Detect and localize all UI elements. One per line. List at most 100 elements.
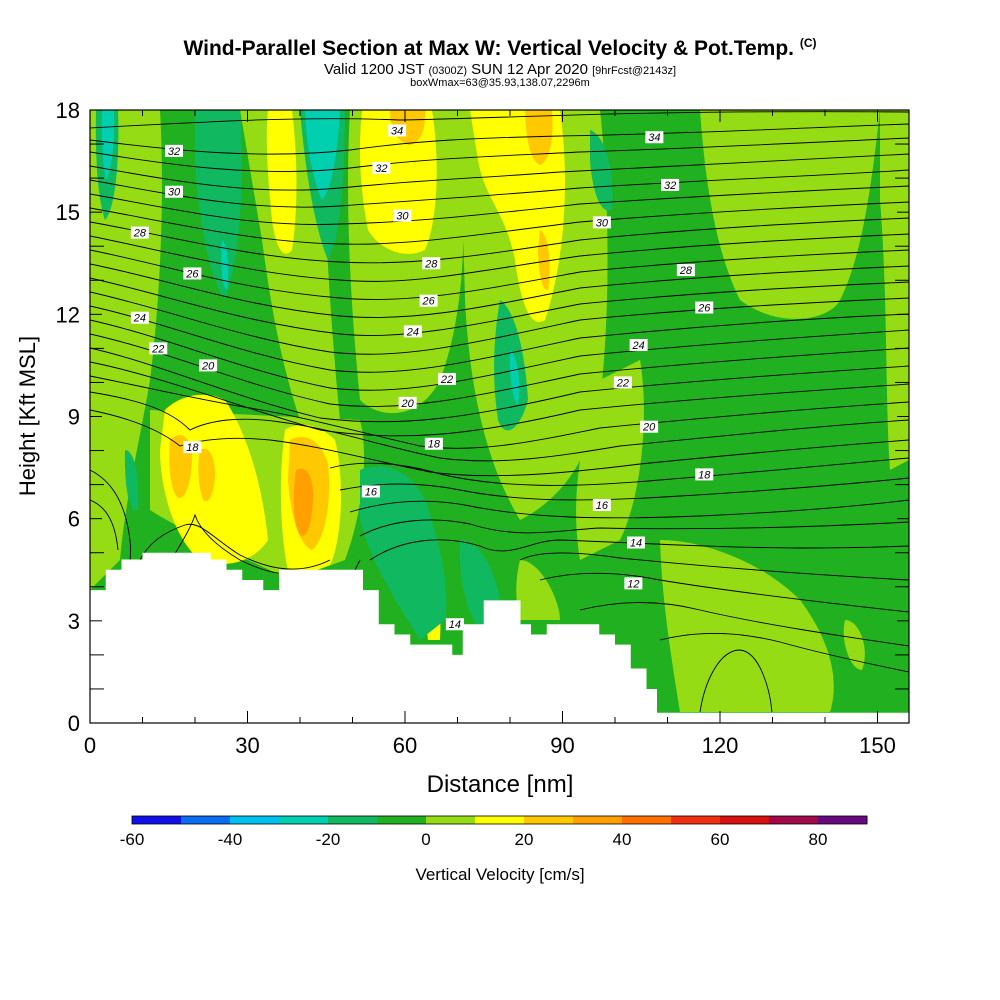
- contour-label: 24: [130, 311, 149, 325]
- contour-label-text: 24: [632, 340, 645, 352]
- colorbar-tick-label: -40: [218, 830, 243, 849]
- contour-label-text: 26: [422, 296, 436, 308]
- contour-label-bg: [624, 577, 643, 590]
- contour-label-bg: [149, 342, 168, 355]
- field-region-teal: [509, 350, 520, 405]
- x-axis-label: Distance [nm]: [427, 771, 574, 798]
- contour-label: 28: [422, 257, 441, 270]
- contour-label: 32: [372, 161, 391, 175]
- theta-contour: [90, 291, 909, 355]
- theta-contour: [359, 519, 909, 537]
- colorbar-tick-label: 40: [613, 830, 632, 849]
- field-region-lightgreen: [516, 560, 560, 620]
- axis-ticks: [89, 109, 909, 724]
- contour-label: 24: [403, 325, 422, 338]
- contour-label: 28: [676, 264, 695, 277]
- field-region-teal: [221, 240, 229, 290]
- theta-contour: [90, 249, 909, 300]
- contour-label-bg: [419, 294, 438, 307]
- contour-label-text: 26: [697, 303, 711, 315]
- colorbar-tick-label: 20: [515, 830, 534, 849]
- theta-contour: [90, 201, 909, 245]
- contour-label-bg: [388, 124, 407, 137]
- contour-label-bg: [372, 161, 391, 174]
- contour-label-text: 24: [133, 313, 146, 325]
- field-region-orange: [293, 468, 314, 536]
- contour-label-bg: [422, 257, 441, 270]
- contour-label-bg: [661, 178, 680, 191]
- colorbar-swatch: [671, 816, 721, 824]
- colorbar-frame: [131, 815, 868, 825]
- contour-label: 14: [627, 536, 645, 550]
- contour-label-bg: [130, 226, 149, 239]
- contour-labels: 34 34 32 32 32 30 30 30 28 28 28 26 26 26 24 24 24 22 22 22…: [130, 124, 714, 631]
- contour-label: 16: [361, 485, 380, 498]
- theta-contour: [90, 499, 119, 551]
- field-region-mediumgreen: [195, 110, 242, 300]
- colorbar-swatch: [573, 816, 623, 824]
- contour-label-text: 16: [365, 486, 378, 498]
- contour-label: 34: [388, 124, 407, 137]
- contour-label: 30: [592, 216, 611, 229]
- contour-label-text: 34: [391, 125, 403, 137]
- theta-contour: [699, 649, 773, 713]
- theta-contour: [90, 347, 909, 423]
- theta-contour: [90, 123, 909, 155]
- colorbar-swatch: [181, 816, 231, 824]
- contour-label: 28: [130, 226, 149, 240]
- contour-label-bg: [165, 144, 183, 157]
- contour-label: 26: [183, 267, 202, 280]
- contour-label-text: 32: [168, 146, 180, 158]
- contour-label-bg: [398, 396, 417, 409]
- contour-label-bg: [403, 325, 422, 338]
- theta-contour: [539, 572, 909, 613]
- contour-label-bg: [645, 131, 664, 144]
- chart-title-text: Wind-Parallel Section at Max W: Vertical…: [183, 37, 794, 60]
- valid-date: SUN 12 Apr 2020: [471, 61, 588, 78]
- y-tick-label: 12: [56, 302, 80, 327]
- colorbar-tick-label: 0: [421, 830, 430, 849]
- theta-contour: [90, 217, 909, 264]
- theta-contour: [90, 233, 909, 282]
- contour-label: 12: [624, 577, 643, 590]
- colorbar-tick-label: 60: [711, 830, 730, 849]
- colorbar-swatch: [230, 816, 280, 824]
- valid-time: Valid 1200 JST: [323, 61, 425, 78]
- y-axis-label: Height [Kft MSL]: [15, 336, 40, 496]
- contour-label-text: 16: [596, 500, 609, 512]
- chart-title: Wind-Parallel Section at Max W: Vertical…: [0, 36, 1000, 61]
- theta-contour: [90, 409, 909, 477]
- field-region-lightgreen: [880, 110, 909, 470]
- contour-label-text: 26: [185, 268, 199, 280]
- x-tick-label: 30: [235, 733, 259, 758]
- contour-label-bg: [424, 437, 443, 450]
- contour-label-text: 14: [449, 619, 461, 631]
- contour-label-text: 20: [401, 398, 415, 410]
- colorbar-swatch: [818, 816, 868, 824]
- contour-label-text: 32: [664, 180, 676, 192]
- theta-contour: [169, 513, 301, 575]
- theta-contours: [90, 111, 909, 713]
- theta-contour: [90, 169, 909, 208]
- x-tick-label: 150: [859, 733, 896, 758]
- contour-label: 22: [438, 373, 456, 386]
- contour-label-bg: [445, 618, 464, 631]
- contour-label-bg: [629, 338, 648, 351]
- contour-label-bg: [361, 485, 380, 498]
- contour-label-bg: [438, 373, 456, 386]
- y-tick-label: 15: [56, 200, 80, 225]
- contour-label: 22: [613, 376, 632, 389]
- contour-label-bg: [130, 311, 149, 324]
- contour-label-bg: [199, 359, 218, 372]
- colorbar-swatch: [769, 816, 819, 824]
- colorbar-swatch: [426, 816, 476, 824]
- colorbar-swatch: [475, 816, 525, 824]
- field-region-teal: [305, 110, 340, 200]
- y-tick-label: 0: [68, 711, 80, 736]
- field-region-yellow: [266, 110, 297, 254]
- contour-label: 30: [393, 209, 412, 223]
- contour-label-bg: [627, 536, 645, 549]
- contour-label-text: 32: [375, 163, 387, 175]
- contour-label: 18: [695, 468, 714, 481]
- forecast-info: [9hrFcst@2143z]: [592, 65, 677, 77]
